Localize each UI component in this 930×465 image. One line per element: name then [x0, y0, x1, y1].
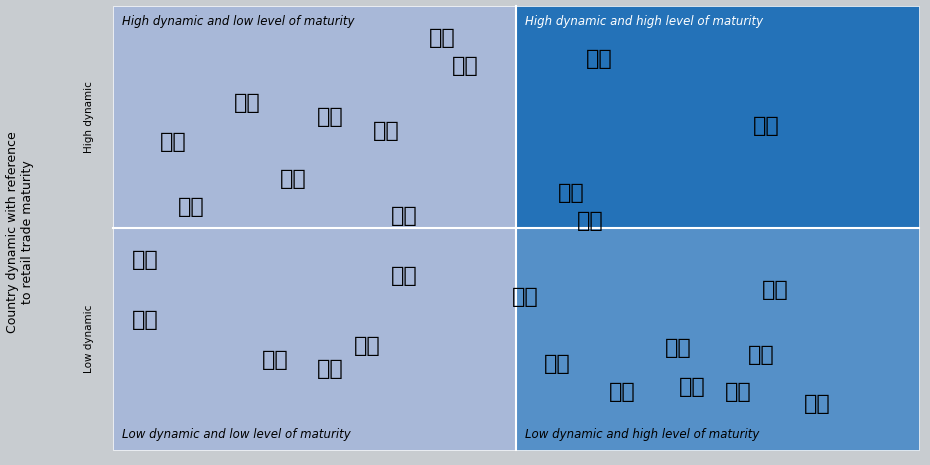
Text: 🇩🇪: 🇩🇪 [804, 393, 830, 413]
Text: High dynamic: High dynamic [85, 81, 95, 153]
Text: 🇱🇹: 🇱🇹 [160, 133, 186, 153]
Text: 🇭🇺: 🇭🇺 [373, 121, 400, 141]
Text: 🇧🇬: 🇧🇬 [233, 93, 260, 113]
Text: Low dynamic: Low dynamic [85, 305, 95, 373]
Text: 🇦🇹: 🇦🇹 [665, 338, 692, 358]
Text: 🇷🇴: 🇷🇴 [429, 28, 455, 48]
Text: 🇨🇾: 🇨🇾 [178, 197, 205, 217]
Bar [516, 6, 920, 228]
Text: 🇵🇱: 🇵🇱 [392, 206, 418, 226]
Bar [113, 228, 516, 450]
Text: 🇵🇹: 🇵🇹 [317, 359, 344, 379]
Text: Country dynamic with reference
to retail trade maturity: Country dynamic with reference to retail… [6, 132, 34, 333]
Text: 🇨🇭: 🇨🇭 [725, 382, 752, 402]
Text: 🇷🇺: 🇷🇺 [558, 183, 585, 203]
Text: 🇬🇷: 🇬🇷 [132, 250, 158, 270]
Bar [516, 228, 920, 450]
Text: 🇨🇿: 🇨🇿 [753, 116, 779, 136]
Text: 🇬🇧: 🇬🇧 [749, 345, 775, 365]
Text: 🇲🇹: 🇲🇹 [132, 310, 158, 330]
Text: High dynamic and low level of maturity: High dynamic and low level of maturity [122, 15, 354, 28]
Text: 🇮🇹: 🇮🇹 [261, 350, 288, 370]
Text: 🇸🇰: 🇸🇰 [586, 49, 613, 69]
Text: Low dynamic and high level of maturity: Low dynamic and high level of maturity [525, 427, 760, 440]
Text: 🇱🇺: 🇱🇺 [512, 287, 538, 307]
Text: 🇸🇪: 🇸🇪 [763, 280, 789, 300]
Text: High dynamic and high level of maturity: High dynamic and high level of maturity [525, 15, 764, 28]
Text: 🇱🇻: 🇱🇻 [452, 56, 478, 76]
Bar [113, 6, 516, 228]
Text: 🇫🇮: 🇫🇮 [392, 266, 418, 286]
Text: 🇩🇰: 🇩🇰 [544, 354, 571, 374]
Text: 🇧🇪: 🇧🇪 [609, 382, 636, 402]
Text: Low dynamic and low level of maturity: Low dynamic and low level of maturity [122, 427, 351, 440]
Text: 🇪🇪: 🇪🇪 [317, 107, 344, 127]
Text: 🇫🇷: 🇫🇷 [679, 377, 706, 398]
Text: 🇭🇷: 🇭🇷 [280, 169, 307, 189]
Text: 🇮🇪: 🇮🇪 [577, 211, 604, 231]
Text: 🇪🇸: 🇪🇸 [354, 336, 381, 356]
